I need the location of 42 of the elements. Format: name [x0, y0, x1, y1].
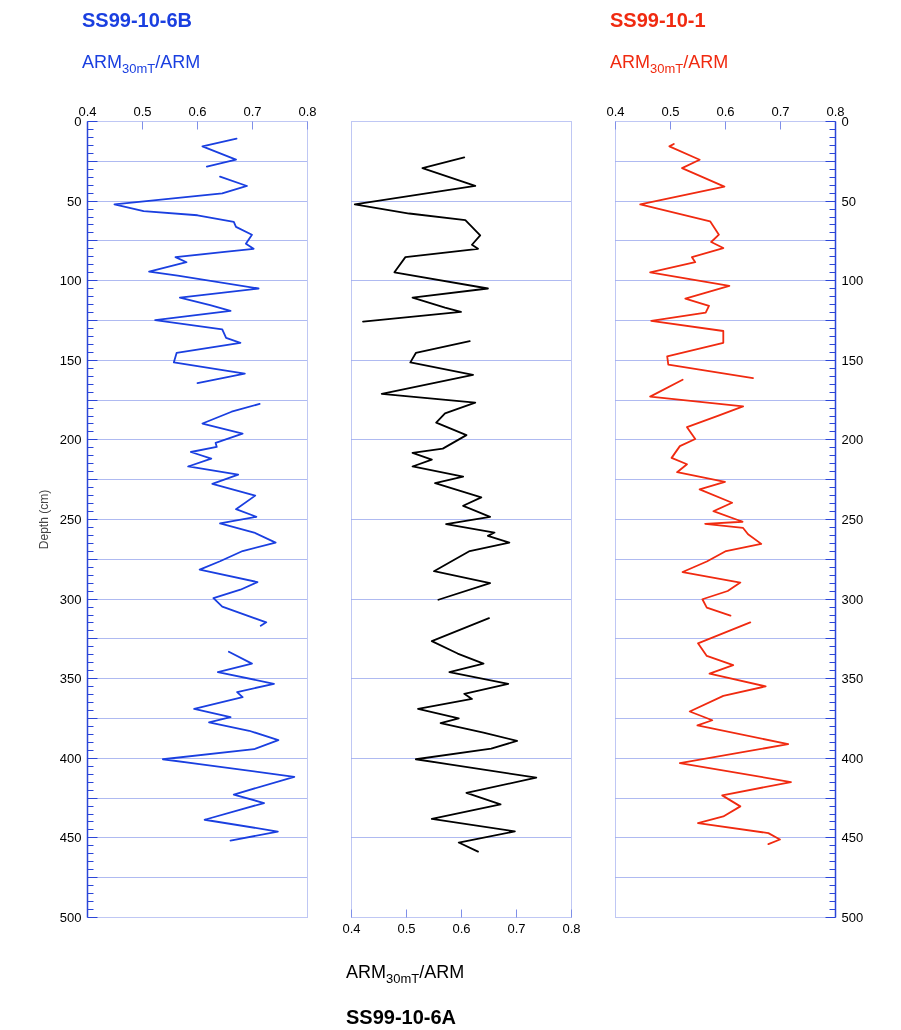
x-axis-title: ARM$_{30mT}$/ARM [610, 52, 729, 76]
y-tick-label: 300 [841, 591, 864, 607]
y-tick-label: 250 [841, 512, 864, 527]
y-tick-label: 200 [59, 432, 82, 448]
x-tick-label: 0.7 [243, 103, 262, 119]
y-tick-label: 100 [59, 273, 82, 289]
x-tick-label: 0.7 [771, 103, 790, 119]
y-tick-label: 500 [59, 910, 82, 925]
text: SS99-10-6B [82, 9, 193, 31]
y-tick-label: 200 [841, 432, 864, 448]
x-tick-label: 0.6 [452, 920, 471, 936]
x-axis-title: ARM$_{30mT}$/ARM [82, 52, 201, 76]
x-axis-title: ARM$_{30mT}$/ARM [346, 962, 465, 986]
x-tick-label: 0.4 [342, 920, 361, 936]
text: SS99-10-1 [610, 9, 706, 31]
y-tick-label: 150 [59, 352, 82, 368]
y-tick-label: 50 [841, 193, 856, 209]
x-tick-label: 0.5 [397, 920, 416, 936]
x-tick-label: 0.5 [133, 103, 152, 119]
x-tick-label: 0.6 [716, 103, 735, 119]
x-tick-label: 0.8 [298, 103, 317, 119]
y-tick-label: 450 [59, 830, 82, 846]
y-tick-label: 0 [74, 114, 82, 129]
y-tick-label: 350 [841, 671, 864, 687]
y-tick-label: 450 [841, 830, 864, 846]
y-tick-label: 500 [841, 910, 864, 925]
y-tick-label: 150 [841, 352, 864, 368]
x-tick-label: 0.5 [661, 103, 680, 119]
text: SS99-10-6A [346, 1006, 457, 1028]
y-tick-label: 300 [59, 591, 82, 607]
y-axis-title: Depth (cm) [36, 489, 51, 550]
x-tick-label: 0.8 [562, 920, 581, 936]
x-tick-label: 0.7 [507, 920, 526, 936]
x-tick-label: 0.6 [188, 103, 207, 119]
y-tick-label: 400 [59, 750, 82, 766]
x-tick-label: 0.4 [606, 103, 625, 119]
y-tick-label: 0 [841, 114, 849, 129]
y-tick-label: 50 [67, 193, 82, 209]
y-tick-label: 350 [59, 671, 82, 687]
y-tick-label: 250 [59, 512, 82, 527]
y-tick-label: 400 [841, 750, 864, 766]
y-tick-label: 100 [841, 273, 864, 289]
